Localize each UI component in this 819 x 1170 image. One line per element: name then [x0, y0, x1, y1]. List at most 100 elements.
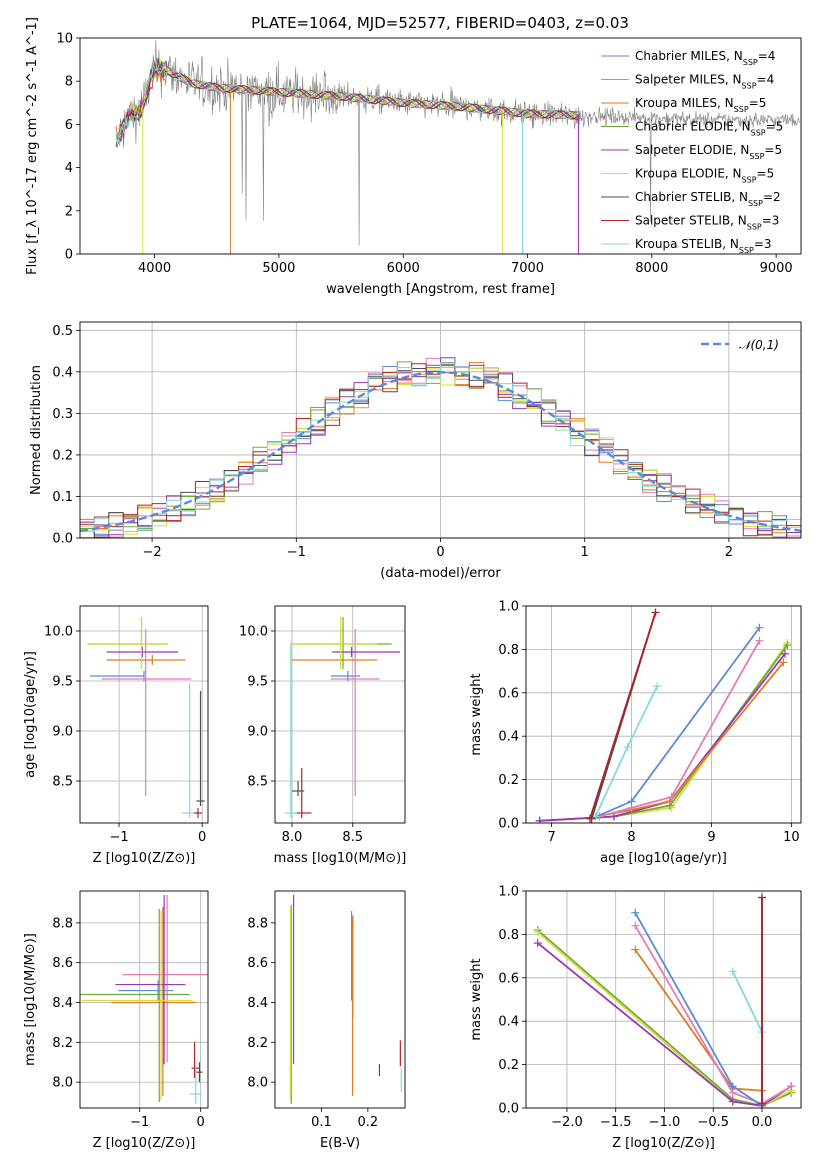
x-tick-label: 0: [436, 545, 444, 560]
y-tick-label: 8.2: [247, 1036, 268, 1051]
legend-label: Salpeter STELIB, NSSP=3: [635, 214, 779, 232]
legend-label: Kroupa MILES, NSSP=5: [635, 96, 766, 114]
x-tick-label: −1: [109, 830, 128, 845]
y-tick-label: 9.5: [247, 675, 268, 690]
y-tick-label: 9.0: [52, 725, 73, 740]
y-tick-label: 0.2: [498, 773, 519, 788]
x-axis-label: Z [log10(Z/Z⊙)]: [93, 851, 196, 866]
weight-series-line: [634, 912, 763, 1107]
legend-label: Kroupa STELIB, NSSP=3: [635, 237, 772, 255]
model-spectrum-line: [115, 60, 581, 143]
y-tick-label: 8.8: [52, 916, 73, 931]
weight-series-line: [539, 644, 789, 822]
x-axis-label: Z [log10(Z/Z⊙)]: [93, 1136, 196, 1151]
x-axis-label: wavelength [Angstrom, rest frame]: [326, 282, 555, 297]
x-tick-label: 8: [627, 830, 635, 845]
y-tick-label: 8.5: [52, 775, 73, 790]
normal-curve: [80, 371, 801, 532]
age-vs-mass-panel: 8.0 8.5 8.5 9.0 9.5 10.0 mass [log10(M/M⊙)]: [239, 605, 407, 866]
y-tick-label: 0.3: [52, 407, 73, 422]
axes-frame: [274, 605, 406, 824]
model-spectrum-line: [115, 59, 580, 146]
x-tick-label: 6000: [387, 261, 420, 276]
y-tick-label: 0.2: [52, 448, 73, 463]
errorbar-area: [80, 894, 208, 1105]
y-tick-label: 8.0: [247, 1076, 268, 1091]
x-tick-label: 8.0: [282, 830, 303, 845]
y-tick-label: 10.0: [239, 625, 268, 640]
model-spectrum-line: [115, 61, 580, 143]
errorbar-area: [284, 617, 401, 818]
axes-frame: [79, 321, 802, 539]
y-tick-label: 9.0: [247, 725, 268, 740]
weight-series-line: [539, 653, 786, 822]
y-tick-label: 6: [65, 118, 73, 133]
x-tick-label: 2: [725, 545, 733, 560]
x-tick-label: 0: [198, 830, 206, 845]
y-tick-label: 0.5: [52, 324, 73, 339]
legend-label: Kroupa ELODIE, NSSP=5: [635, 167, 774, 185]
y-tick-label: 8.8: [247, 916, 268, 931]
x-tick-label: −1.0: [649, 1115, 681, 1130]
y-tick-label: 0.6: [498, 971, 519, 986]
axes-frame: [525, 605, 802, 824]
age-vs-metallicity-panel: −1 0 8.5 9.0 9.5 10.0 Z [log10(Z/Z⊙)] age [log1…: [23, 605, 209, 866]
weight-series-line: [595, 661, 785, 818]
y-tick-label: 8.5: [247, 775, 268, 790]
y-axis-label: mass weight: [469, 958, 484, 1040]
x-tick-label: 0: [197, 1115, 205, 1130]
y-tick-label: 0: [65, 248, 73, 263]
x-tick-label: 7: [547, 830, 555, 845]
mass-vs-metallicity-panel: −1 0 8.0 8.2 8.4 8.6 8.8 Z [log10(Z/Z⊙)] mass [l…: [23, 890, 209, 1151]
y-axis-label: mass weight: [469, 673, 484, 755]
x-tick-label: 0.2: [358, 1115, 379, 1130]
weight-series-line: [537, 929, 792, 1107]
x-tick-label: 1: [581, 545, 589, 560]
x-axis-label: E(B-V): [320, 1136, 360, 1151]
x-axis-label: mass [log10(M/M⊙)]: [274, 851, 407, 866]
legend-label: Salpeter ELODIE, NSSP=5: [635, 143, 782, 161]
x-tick-label: 9: [707, 830, 715, 845]
y-tick-label: 10: [56, 32, 73, 47]
x-tick-label: 8000: [635, 261, 668, 276]
weight-series-line: [539, 642, 789, 822]
errorbar-area: [289, 894, 402, 1105]
y-tick-label: 0.2: [498, 1058, 519, 1073]
y-tick-label: 0.4: [52, 365, 73, 380]
errorbar-area: [87, 617, 205, 818]
x-tick-label: 4000: [138, 261, 171, 276]
residuals-panel: −2 −1 0 1 2 0.0 0.1 0.2 0.3 0.4 0.5 (data-model)/er…: [29, 321, 802, 581]
y-tick-label: 2: [65, 204, 73, 219]
y-tick-label: 8.4: [52, 996, 73, 1011]
y-axis-label: Flux [f_λ 10^-17 erg cm^-2 s^-1 A^-1]: [25, 17, 40, 275]
x-axis-label: Z [log10(Z/Z⊙)]: [612, 1136, 715, 1151]
model-spectrum-line: [115, 58, 580, 147]
x-tick-label: 10: [783, 830, 800, 845]
y-tick-label: 4: [65, 161, 73, 176]
y-axis-label: age [log10(age/yr)]: [23, 651, 38, 778]
weight-series-line: [599, 640, 761, 818]
y-tick-label: 0.4: [498, 1015, 519, 1030]
weight-series-line: [589, 612, 657, 819]
legend-label: Salpeter MILES, NSSP=4: [635, 73, 774, 91]
y-tick-label: 8.6: [247, 956, 268, 971]
x-tick-label: 9000: [760, 261, 793, 276]
weight-line-area: [535, 608, 792, 823]
axes-frame: [79, 605, 209, 824]
axes-frame: [274, 890, 406, 1109]
y-tick-label: 0.0: [498, 1102, 519, 1117]
y-tick-label: 0.8: [498, 928, 519, 943]
y-tick-label: 0.0: [498, 817, 519, 832]
y-tick-label: 8: [65, 75, 73, 90]
weight-series-line: [731, 970, 763, 1104]
y-tick-label: 10.0: [44, 625, 73, 640]
y-tick-label: 8.4: [247, 996, 268, 1011]
y-tick-label: 1.0: [498, 600, 519, 615]
x-tick-label: 8.5: [342, 830, 363, 845]
x-tick-label: −1.5: [600, 1115, 632, 1130]
y-axis-label: mass [log10(M/M⊙)]: [23, 933, 38, 1066]
axes-frame: [525, 890, 802, 1109]
x-tick-label: 7000: [511, 261, 544, 276]
x-tick-label: 0.0: [752, 1115, 773, 1130]
